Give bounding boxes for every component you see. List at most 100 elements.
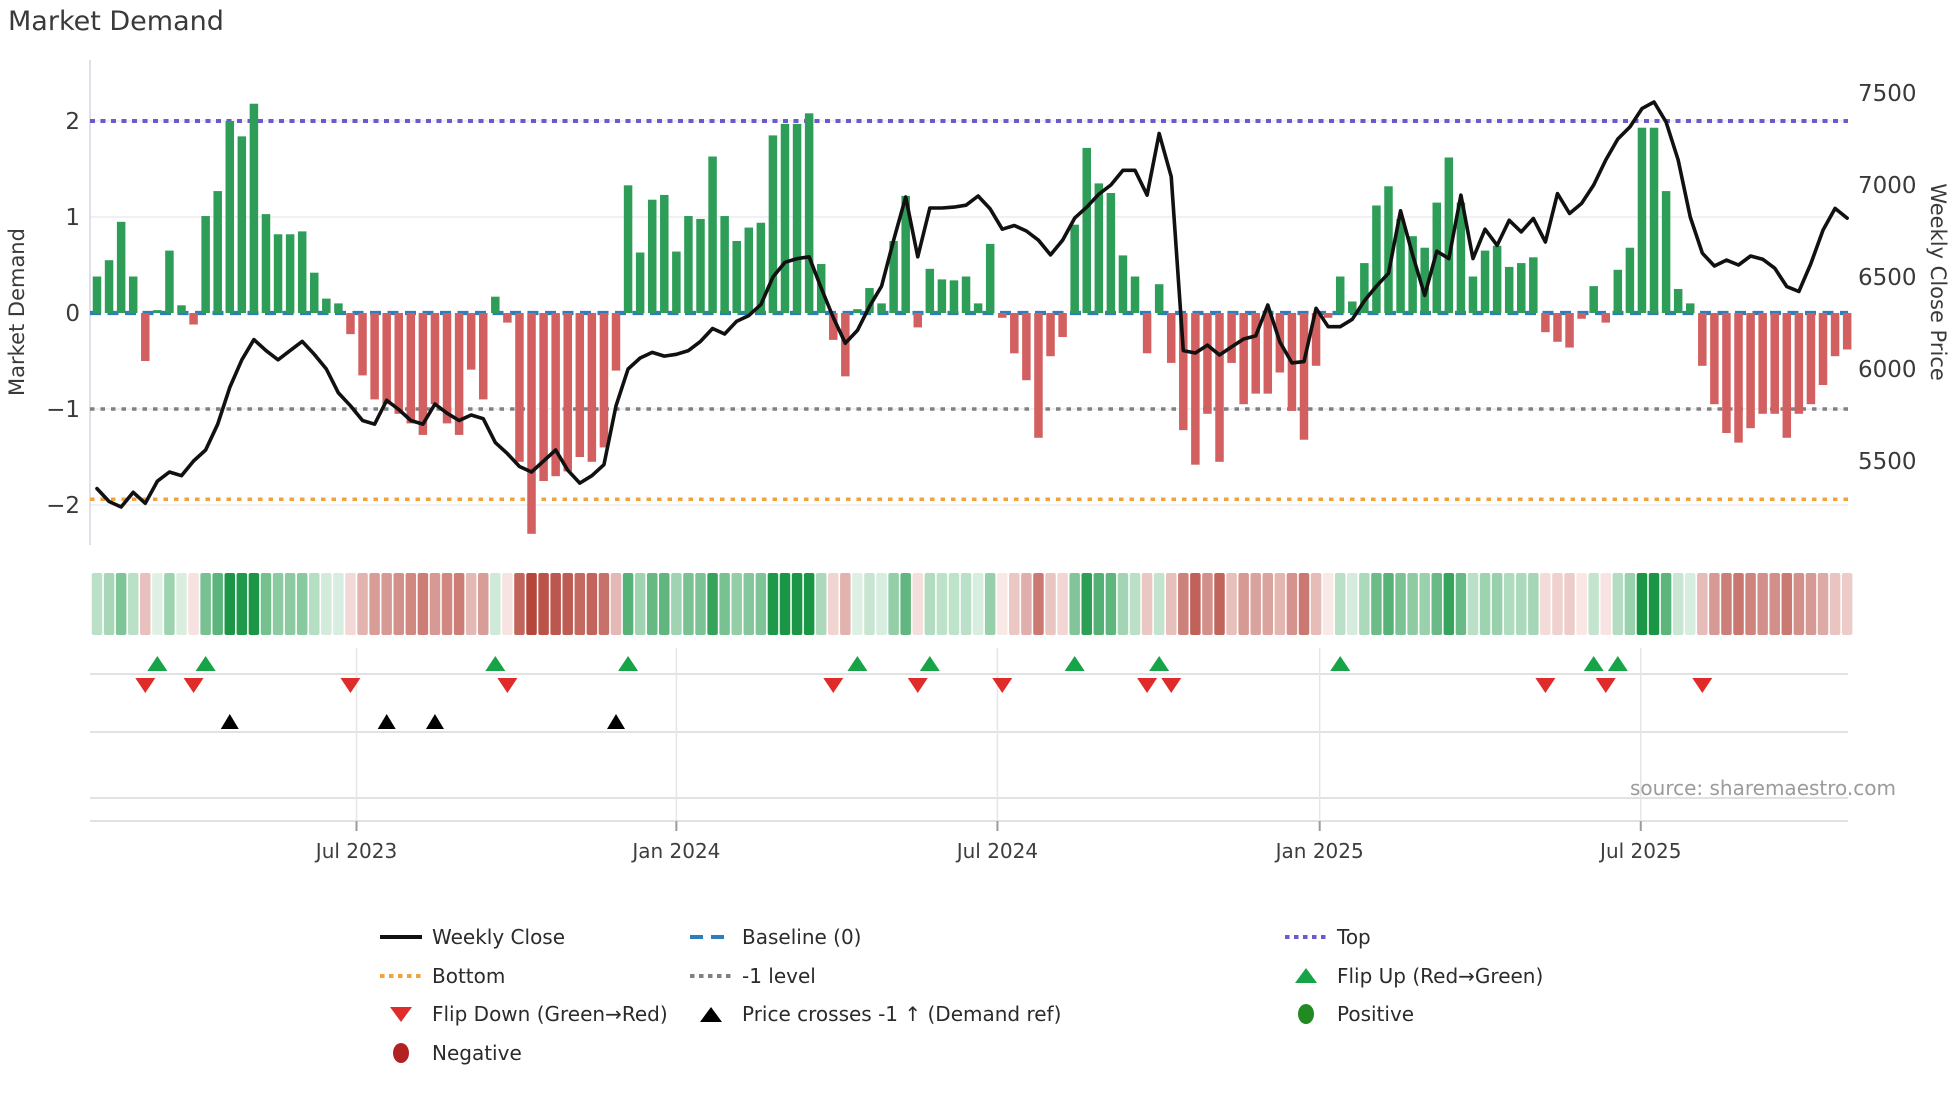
demand-bar-negative: [1323, 313, 1333, 318]
legend-label: Weekly Close: [432, 925, 566, 950]
heatmap-cell: [646, 573, 658, 635]
heatmap-cell: [1540, 573, 1551, 635]
heatmap-cell: [1117, 573, 1129, 635]
heatmap-cell: [1745, 573, 1756, 635]
demand-bar-negative: [418, 313, 428, 435]
legend-item: Positive: [1283, 995, 1543, 1034]
heatmap-cell: [1250, 573, 1261, 635]
legend-item: Weekly Close: [378, 918, 668, 957]
heatmap-cell: [1684, 573, 1696, 635]
heatmap-cell: [1528, 573, 1539, 635]
demand-bar-positive: [768, 135, 778, 313]
heatmap-cell: [1576, 573, 1587, 635]
demand-bar-negative: [1166, 313, 1176, 363]
demand-bar-positive: [804, 113, 814, 313]
heatmap-cell: [828, 573, 839, 635]
heatmap-cell: [248, 573, 260, 635]
heatmap-cell: [671, 573, 682, 635]
heatmap-cell: [1021, 573, 1032, 635]
flip-down-marker: [1595, 678, 1616, 693]
demand-bar-positive: [889, 241, 898, 313]
demand-bar-positive: [1444, 157, 1454, 313]
demand-bar-negative: [466, 313, 476, 370]
x-tick-label: Jul 2025: [1598, 839, 1681, 863]
demand-bar-positive: [1106, 193, 1116, 313]
heatmap-cell: [1105, 573, 1117, 635]
dotted-glyph: [380, 973, 422, 978]
heatmap-cell: [1359, 573, 1370, 635]
heatmap-cell: [1817, 573, 1829, 635]
heatmap-cell: [1262, 573, 1274, 635]
heatmap-cell: [767, 573, 779, 635]
legend-swatch-tri-up-icon: [1283, 968, 1329, 984]
demand-bar-negative: [515, 313, 524, 462]
legend-swatch-tri-down-icon: [378, 1006, 424, 1022]
legend-item: Flip Down (Green→Red): [378, 995, 668, 1034]
demand-bar-positive: [961, 276, 971, 313]
flip-down-marker: [907, 678, 928, 693]
heatmap-cell: [1395, 573, 1406, 635]
heatmap-cell: [1781, 573, 1793, 635]
heatmap-cell: [538, 573, 549, 635]
demand-bar-positive: [684, 216, 693, 313]
price-tick-label: 6500: [1858, 265, 1917, 291]
demand-bar-negative: [454, 313, 464, 435]
heatmap-cell: [755, 573, 767, 635]
heatmap-cell: [345, 573, 356, 635]
heatmap-cell: [1467, 573, 1479, 635]
demand-bar-positive: [1396, 218, 1405, 313]
demand-bar-positive: [273, 234, 283, 313]
demand-bar-negative: [442, 313, 452, 424]
demand-bar-negative: [575, 313, 585, 457]
flip-up-marker: [1607, 656, 1628, 671]
legend-label: Top: [1337, 925, 1371, 950]
demand-bar-negative: [1263, 313, 1273, 394]
legend-label: -1 level: [742, 963, 816, 988]
demand-bar-positive: [322, 298, 331, 313]
demand-bar-negative: [1058, 313, 1067, 337]
flip-up-marker: [485, 656, 506, 671]
demand-bar-positive: [925, 268, 935, 313]
flip-up-marker: [1149, 656, 1170, 671]
circle-glyph: [393, 1042, 409, 1063]
heatmap-cell: [1286, 573, 1298, 635]
price-tick-label: 5500: [1858, 449, 1917, 475]
line-glyph: [380, 935, 422, 940]
demand-bar-positive: [153, 310, 162, 313]
demand-bar-negative: [1239, 313, 1248, 405]
heatmap-cell: [1190, 573, 1201, 635]
demand-bar-positive: [1360, 263, 1369, 313]
demand-bar-negative: [1299, 313, 1309, 440]
demand-bar-negative: [1770, 313, 1779, 414]
heatmap-cell: [997, 573, 1008, 635]
heatmap-cell: [502, 573, 513, 635]
flip-up-marker: [195, 656, 216, 671]
legend-column: Baseline (0) -1 level Price crosses -1 ↑ (…: [688, 918, 1061, 1034]
dotted-glyph: [1285, 935, 1327, 940]
demand-bar-negative: [611, 313, 621, 371]
demand-bar-positive: [491, 296, 500, 313]
demand-bar-positive: [116, 221, 126, 313]
heatmap-cell: [586, 573, 598, 635]
heatmap-cell: [1829, 573, 1841, 635]
heatmap-cell: [1841, 573, 1853, 635]
demand-bar-positive: [310, 272, 319, 313]
heatmap-cell: [1214, 573, 1225, 635]
demand-bar-negative: [913, 313, 923, 328]
flip-up-marker: [1583, 656, 1604, 671]
heatmap-cell: [321, 573, 332, 635]
tri-up-glyph: [700, 1006, 722, 1022]
heatmap-cell: [236, 573, 248, 635]
demand-bar-positive: [104, 260, 114, 313]
flip-down-marker: [1535, 678, 1556, 693]
heatmap-cell: [1057, 573, 1068, 635]
heatmap-cell: [164, 573, 175, 635]
demand-bar-positive: [853, 309, 862, 313]
flip-down-marker: [497, 678, 518, 693]
legend-column: Weekly Close Bottom Flip Down (Green→Red) N…: [378, 918, 668, 1072]
heatmap-cell: [1672, 573, 1684, 635]
demand-bar-positive: [177, 305, 186, 313]
demand-bar-positive: [1335, 276, 1345, 313]
demand-bar-positive: [756, 222, 766, 313]
legend-swatch-dashed-icon: [688, 935, 734, 940]
